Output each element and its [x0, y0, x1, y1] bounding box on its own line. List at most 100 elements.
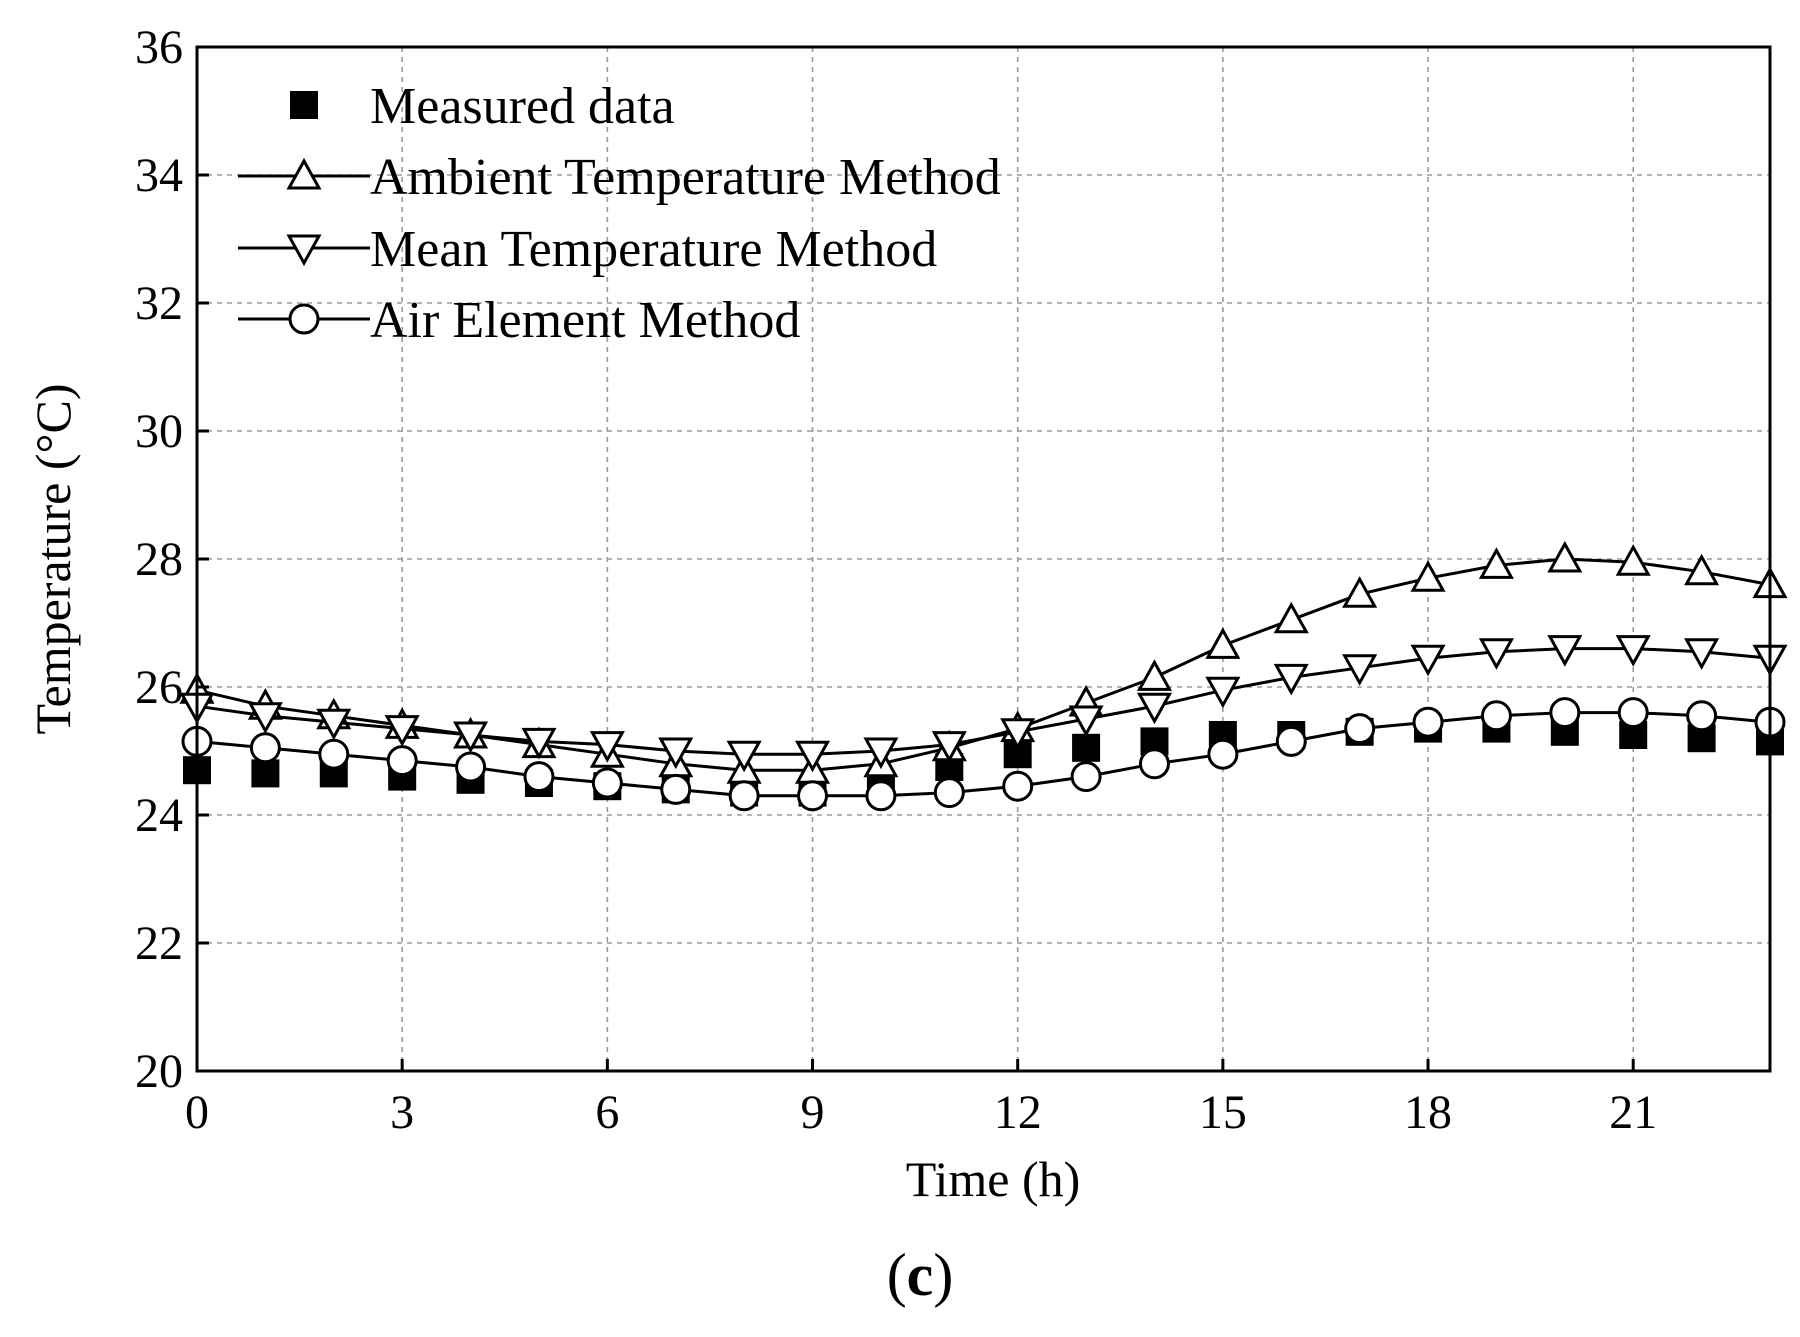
legend-marker [290, 91, 318, 119]
y-axis-title: Temperature (°C) [25, 383, 81, 734]
measured-data-point [1072, 733, 1101, 762]
data-point-air-element-method [1412, 706, 1444, 738]
data-point-mean-temperature-method [384, 715, 420, 747]
data-point-mean-temperature-method [931, 731, 967, 763]
y-tick-label: 28 [135, 533, 183, 586]
data-point-air-element-method [523, 761, 555, 793]
data-point-air-element-method [386, 745, 418, 777]
grid-layer [197, 47, 1770, 1071]
legend-entry-ambient-temperature-method: Ambient Temperature Method [238, 149, 1001, 206]
panel-label-letter: c [907, 1242, 934, 1308]
data-point-air-element-method [249, 732, 281, 764]
data-point-air-element-method [933, 777, 965, 809]
legend-entry-mean-temperature-method: Mean Temperature Method [238, 221, 937, 278]
y-tick-label: 22 [135, 917, 183, 970]
panel-label: (c) [887, 1242, 954, 1308]
data-point-mean-temperature-method [1615, 635, 1651, 667]
data-point-mean-temperature-method [1273, 663, 1309, 696]
data-point-air-element-method [1686, 700, 1718, 732]
y-tick-label: 34 [135, 149, 183, 202]
series-ambient-temperature-method [179, 540, 1788, 784]
data-point-air-element-method [660, 773, 692, 805]
x-tick-label: 18 [1404, 1086, 1452, 1139]
y-tick-label: 24 [135, 789, 183, 842]
data-point-mean-temperature-method [1205, 676, 1241, 709]
data-point-mean-temperature-method [1068, 705, 1104, 738]
data-point-air-element-method [1275, 725, 1307, 757]
data-point-mean-temperature-method [1410, 644, 1446, 677]
x-tick-label: 21 [1609, 1086, 1657, 1139]
data-point-air-element-method [1138, 748, 1170, 780]
data-point-ambient-temperature-method [1273, 601, 1309, 634]
data-point-mean-temperature-method [726, 740, 762, 773]
data-point-mean-temperature-method [453, 721, 489, 754]
data-point-mean-temperature-method [1684, 638, 1720, 670]
data-point-air-element-method [1344, 713, 1376, 745]
data-point-air-element-method [318, 738, 350, 770]
data-point-ambient-temperature-method [1205, 627, 1241, 659]
data-point-mean-temperature-method [1342, 654, 1378, 686]
data-point-air-element-method [797, 780, 829, 812]
data-point-ambient-temperature-method [1547, 540, 1583, 573]
data-point-ambient-temperature-method [1342, 576, 1378, 608]
legend-marker [286, 234, 322, 267]
data-point-mean-temperature-method [589, 731, 625, 763]
legend-label: Air Element Method [370, 292, 800, 349]
legend-entry-measured-data: Measured data [290, 78, 675, 135]
series-line-mean-temperature-method [196, 647, 1771, 756]
data-point-mean-temperature-method [794, 740, 831, 773]
data-point-mean-temperature-method [247, 702, 283, 734]
legend-label: Measured data [370, 78, 675, 135]
data-point-air-element-method [455, 751, 487, 783]
panel-label-close: ) [933, 1242, 953, 1308]
data-point-ambient-temperature-method [1478, 547, 1514, 579]
data-point-air-element-method [1549, 697, 1581, 729]
x-axis-title: Time (h) [906, 1151, 1081, 1207]
data-point-mean-temperature-method [1000, 718, 1036, 750]
data-point-mean-temperature-method [316, 708, 352, 741]
legend: Measured data Ambient Temperature Method M… [238, 78, 1001, 349]
data-point-mean-temperature-method [658, 737, 694, 770]
series-layer [179, 540, 1788, 812]
legend-marker [288, 303, 320, 335]
legend-label: Ambient Temperature Method [370, 149, 1001, 206]
y-tick-label: 36 [135, 21, 183, 74]
x-tick-label: 0 [185, 1086, 209, 1139]
series-line-air-element-method [196, 711, 1771, 798]
series-air-element-method [181, 697, 1786, 812]
y-tick-label: 26 [135, 661, 183, 714]
legend-label: Mean Temperature Method [370, 221, 937, 278]
y-tick-label: 30 [135, 405, 183, 458]
x-tick-label: 6 [595, 1086, 619, 1139]
data-point-ambient-temperature-method [1684, 553, 1720, 586]
data-point-ambient-temperature-method [1410, 560, 1446, 592]
y-tick-label: 20 [135, 1045, 183, 1098]
data-point-mean-temperature-method [1478, 638, 1514, 670]
data-point-air-element-method [1002, 770, 1034, 802]
legend-entry-air-element-method: Air Element Method [238, 292, 800, 349]
panel-label-open: ( [887, 1242, 907, 1308]
data-point-air-element-method [865, 780, 897, 812]
measured-data-point [251, 759, 280, 788]
data-point-mean-temperature-method [1547, 635, 1583, 667]
x-tick-label: 15 [1199, 1086, 1247, 1139]
x-tick-label: 9 [801, 1086, 825, 1139]
data-point-air-element-method [591, 767, 623, 799]
data-point-air-element-method [1207, 738, 1239, 770]
data-point-mean-temperature-method [1136, 692, 1173, 725]
data-point-air-element-method [1070, 761, 1102, 793]
data-point-mean-temperature-method [521, 727, 557, 760]
data-point-mean-temperature-method [863, 737, 899, 770]
series-mean-temperature-method [179, 635, 1788, 773]
x-tick-label: 3 [390, 1086, 414, 1139]
data-point-ambient-temperature-method [1136, 659, 1173, 691]
legend-marker [286, 157, 322, 190]
y-tick-label: 32 [135, 277, 183, 330]
data-point-air-element-method [1480, 700, 1512, 732]
x-tick-label: 12 [994, 1086, 1042, 1139]
data-point-air-element-method [728, 780, 760, 812]
data-point-ambient-temperature-method [1615, 544, 1651, 576]
data-point-air-element-method [1617, 697, 1649, 729]
